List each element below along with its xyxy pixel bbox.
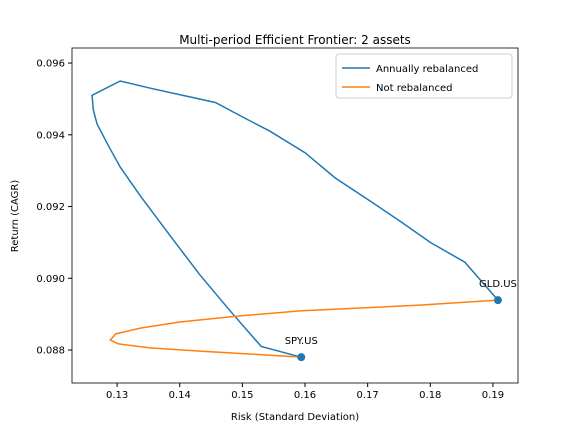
x-tick-label: 0.15 bbox=[231, 390, 253, 401]
legend-label: Annually rebalanced bbox=[376, 64, 478, 75]
x-tick-label: 0.19 bbox=[482, 390, 504, 401]
y-tick-label: 0.094 bbox=[36, 130, 65, 141]
y-tick-label: 0.092 bbox=[36, 202, 65, 213]
x-tick-label: 0.17 bbox=[357, 390, 379, 401]
legend-box bbox=[335, 53, 513, 99]
x-axis-label: Risk (Standard Deviation) bbox=[231, 412, 359, 423]
x-tick-label: 0.13 bbox=[106, 390, 128, 401]
x-tick-label: 0.16 bbox=[294, 390, 316, 401]
chart-title: Multi-period Efficient Frontier: 2 asset… bbox=[179, 33, 411, 47]
y-axis-label: Return (CAGR) bbox=[10, 180, 21, 253]
annotation: GLD.US bbox=[479, 279, 517, 290]
annotation-marker bbox=[493, 296, 502, 305]
series-line bbox=[91, 80, 499, 358]
y-tick-label: 0.088 bbox=[36, 346, 65, 357]
legend-label: Not rebalanced bbox=[376, 83, 452, 94]
x-tick-label: 0.18 bbox=[419, 390, 441, 401]
annotation-marker bbox=[297, 353, 306, 362]
y-tick-label: 0.096 bbox=[36, 59, 65, 70]
annotation: SPY.US bbox=[285, 336, 318, 347]
series-line bbox=[108, 299, 499, 358]
x-tick-label: 0.14 bbox=[169, 390, 191, 401]
y-tick-label: 0.090 bbox=[36, 274, 65, 285]
axes-frame bbox=[71, 47, 519, 384]
